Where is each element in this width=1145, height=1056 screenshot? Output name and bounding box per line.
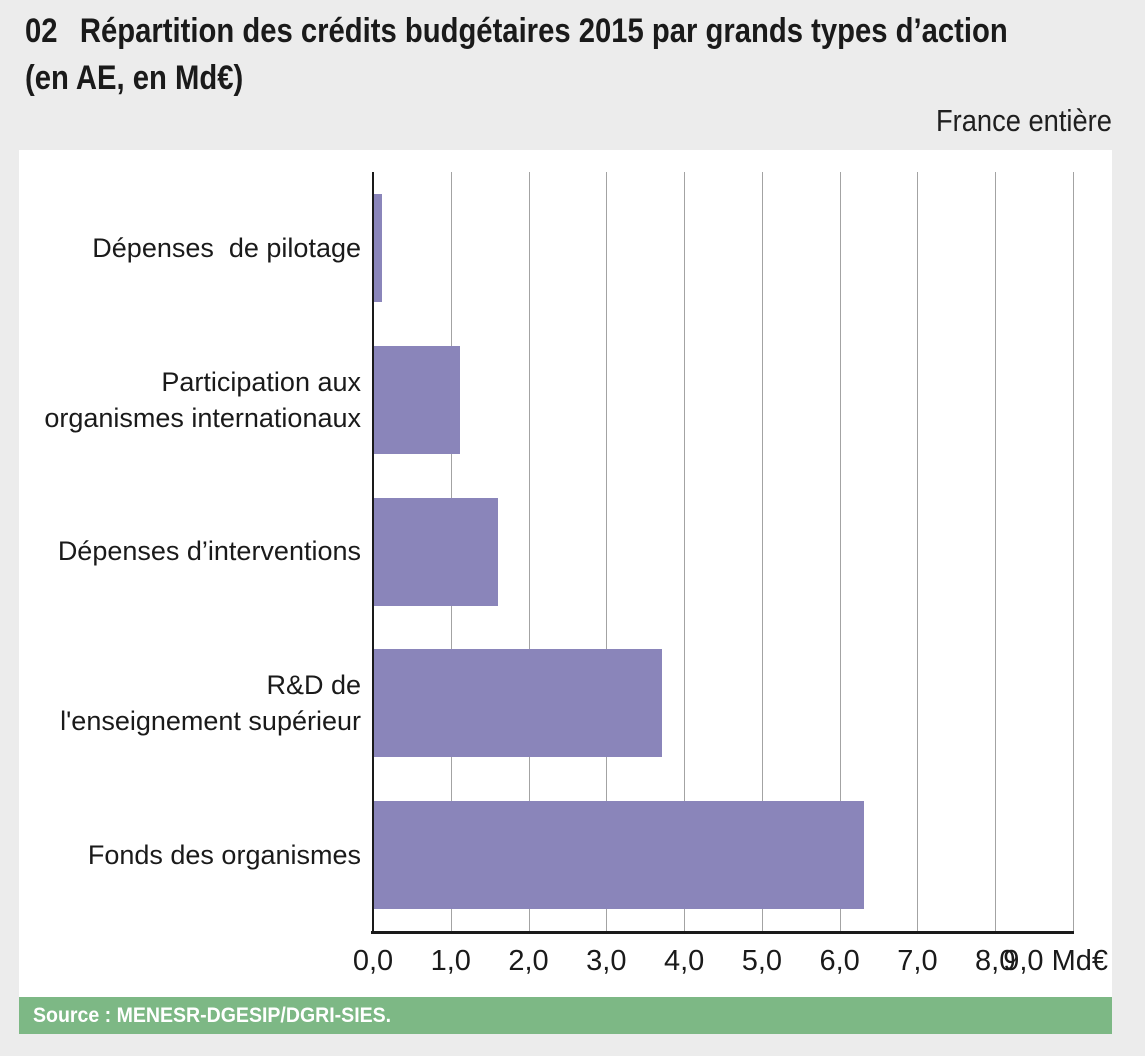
bar [374, 193, 382, 302]
chart-title-line2: (en AE, en Md€) [25, 59, 244, 97]
gridline [995, 172, 997, 931]
bar [374, 345, 460, 454]
y-axis-line [372, 172, 374, 931]
gridline [684, 172, 686, 931]
x-axis-line [371, 931, 1074, 934]
x-tick-label: 5,0 [741, 945, 783, 977]
category-label-line: Dépenses de pilotage [92, 232, 361, 263]
x-tick-label: 2,0 [508, 945, 549, 977]
x-tick-label: 9,0 Md€ [1003, 945, 1108, 977]
chart-title: 02 Répartition des crédits budgétaires 20… [25, 8, 1008, 102]
category-label-line: R&D de [266, 670, 361, 701]
category-label: Dépenses de pilotage [19, 172, 361, 324]
category-label: Participation aux organismes internationa… [19, 324, 361, 476]
gridline [606, 172, 608, 931]
gridline [528, 172, 530, 931]
x-tick-label: 4,0 [663, 945, 705, 977]
category-label-line: Fonds des organismes [87, 840, 361, 871]
source-band: Source : MENESR-DGESIP/DGRI-SIES. [19, 997, 1112, 1034]
category-label-line: Participation aux [161, 366, 361, 397]
region-label: France entière [936, 103, 1112, 138]
gridline [839, 172, 841, 931]
x-tick-label: 7,0 [897, 945, 938, 977]
chart-title-line1: 02 Répartition des crédits budgétaires 20… [25, 8, 1008, 55]
gridline [761, 172, 763, 931]
x-tick-label: 8,0 [975, 945, 1016, 977]
gridline [917, 172, 919, 931]
bar [374, 649, 662, 758]
x-tick-label: 0,0 [352, 945, 394, 977]
chart-number: 02 [25, 12, 58, 50]
category-label: Fonds des organismes [19, 779, 361, 931]
category-label-line: Dépenses d’interventions [57, 536, 361, 567]
x-tick-label: 6,0 [819, 945, 860, 977]
category-label-line: l'enseignement supérieur [60, 706, 361, 737]
category-label-line: organismes internationaux [44, 402, 361, 433]
gridline [1073, 172, 1074, 931]
source-text: Source : MENESR-DGESIP/DGRI-SIES. [33, 1003, 392, 1027]
x-tick-label: 1,0 [430, 945, 471, 977]
category-label: R&D de l'enseignement supérieur [19, 627, 361, 779]
x-tick-label: 3,0 [586, 945, 627, 977]
chart-title-text: Répartition des crédits budgétaires 2015… [79, 12, 1008, 50]
category-label: Dépenses d’interventions [19, 476, 361, 628]
bar [374, 497, 499, 606]
bar [374, 801, 864, 910]
chart-panel: Dépenses de pilotage Participation aux org… [19, 150, 1112, 997]
